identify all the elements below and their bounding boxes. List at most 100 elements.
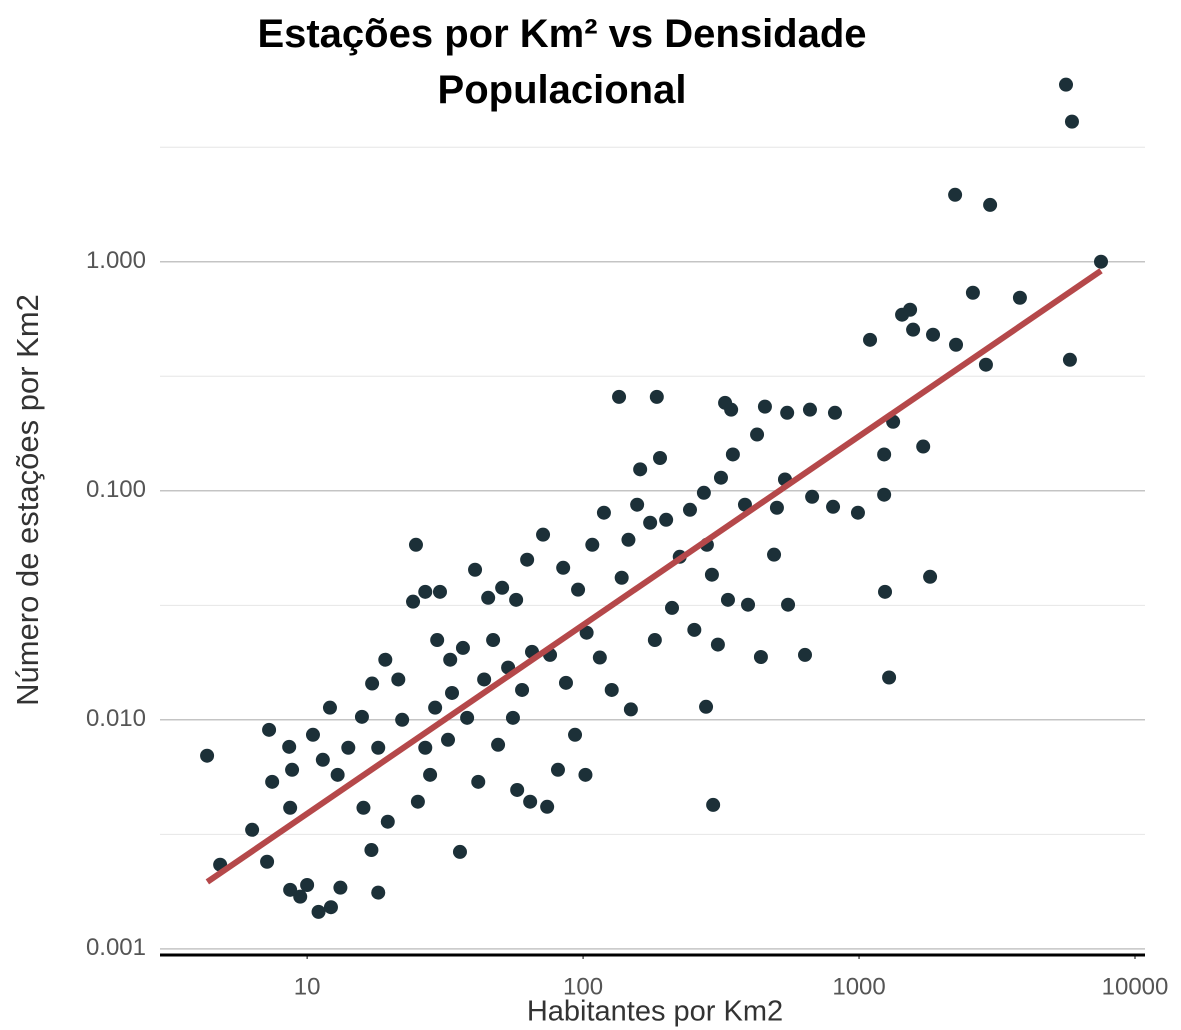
point — [948, 187, 963, 202]
x-tick-label: 10000 — [1102, 973, 1169, 1000]
point — [330, 767, 345, 782]
point — [430, 633, 445, 648]
point — [713, 470, 728, 485]
point — [265, 774, 280, 789]
point — [725, 447, 740, 462]
point — [550, 762, 565, 777]
point — [371, 740, 386, 755]
point — [568, 727, 583, 742]
x-tick-label: 1000 — [832, 973, 885, 1000]
point — [696, 485, 711, 500]
point — [850, 505, 865, 520]
chart-title: Estações por Km² vs Densidade Populacion… — [257, 12, 867, 112]
trend-line — [205, 268, 1103, 885]
point — [378, 652, 393, 667]
point — [592, 650, 607, 665]
point — [659, 512, 674, 527]
point — [536, 527, 551, 542]
point — [767, 547, 782, 562]
point — [750, 427, 765, 442]
point — [428, 700, 443, 715]
point — [612, 389, 627, 404]
point — [604, 682, 619, 697]
y-tick-label: 0.010 — [86, 705, 146, 732]
y-tick-label: 0.001 — [86, 934, 146, 961]
point — [720, 592, 735, 607]
x-tick-label: 10 — [294, 973, 321, 1000]
point — [380, 814, 395, 829]
point — [391, 672, 406, 687]
point — [826, 499, 841, 514]
point — [418, 740, 433, 755]
point — [877, 487, 892, 502]
point — [682, 502, 697, 517]
point — [1064, 114, 1079, 129]
point — [455, 640, 470, 655]
point — [665, 600, 680, 615]
point — [797, 647, 812, 662]
point — [418, 584, 433, 599]
point — [311, 904, 326, 919]
point — [578, 767, 593, 782]
point — [509, 592, 524, 607]
point — [906, 322, 921, 337]
point — [505, 710, 520, 725]
point — [978, 357, 993, 372]
point — [262, 722, 277, 737]
point — [293, 889, 308, 904]
point — [623, 702, 638, 717]
point — [305, 727, 320, 742]
point — [283, 882, 298, 897]
point — [410, 794, 425, 809]
point — [643, 515, 658, 530]
point — [780, 405, 795, 420]
y-axis-label: Número de estações por Km2 — [10, 294, 45, 706]
point — [916, 439, 931, 454]
point — [614, 570, 629, 585]
point — [452, 844, 467, 859]
point — [523, 794, 538, 809]
point — [245, 822, 260, 837]
point — [323, 900, 338, 915]
point — [805, 489, 820, 504]
point — [633, 462, 648, 477]
point — [460, 710, 475, 725]
point — [653, 450, 668, 465]
point — [445, 685, 460, 700]
point — [965, 285, 980, 300]
point — [926, 327, 941, 342]
point — [285, 762, 300, 777]
point — [983, 197, 998, 212]
point — [802, 402, 817, 417]
point — [741, 597, 756, 612]
point — [481, 590, 496, 605]
point — [432, 584, 447, 599]
point — [556, 560, 571, 575]
point — [877, 447, 892, 462]
point — [260, 854, 275, 869]
point — [903, 302, 918, 317]
point — [341, 740, 356, 755]
point — [441, 732, 456, 747]
point — [371, 885, 386, 900]
point — [364, 843, 379, 858]
point — [515, 682, 530, 697]
point — [1062, 352, 1077, 367]
point — [621, 532, 636, 547]
point — [356, 800, 371, 815]
point — [687, 622, 702, 637]
point — [520, 552, 535, 567]
point — [471, 774, 486, 789]
point — [724, 402, 739, 417]
point — [704, 567, 719, 582]
point — [878, 584, 893, 599]
x-tick-label: 100 — [563, 973, 603, 1000]
point — [200, 748, 215, 763]
point — [699, 699, 714, 714]
point — [491, 737, 506, 752]
point — [579, 625, 594, 640]
point — [477, 672, 492, 687]
point — [395, 712, 410, 727]
